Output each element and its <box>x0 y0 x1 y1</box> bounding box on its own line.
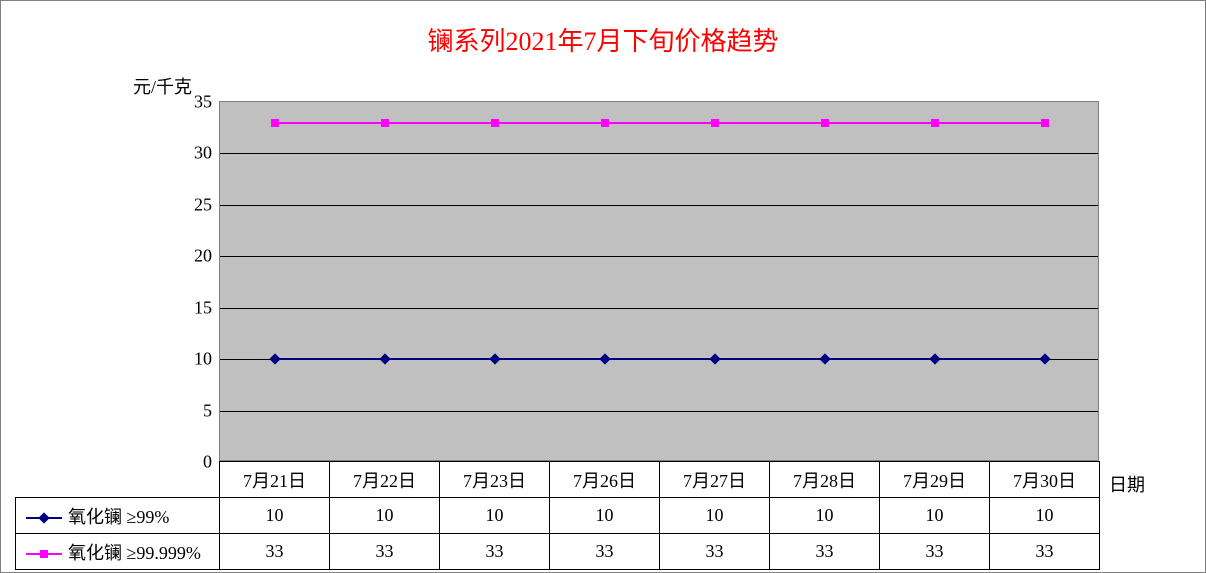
data-cell: 33 <box>770 534 880 570</box>
series-marker <box>929 353 940 364</box>
data-cell: 10 <box>440 498 550 534</box>
series-marker <box>819 353 830 364</box>
series-marker <box>1039 353 1050 364</box>
data-cell: 10 <box>990 498 1100 534</box>
y-axis-label: 元/千克 <box>133 73 192 99</box>
data-cell: 10 <box>880 498 990 534</box>
data-cell: 33 <box>880 534 990 570</box>
series-marker <box>381 119 389 127</box>
category-header: 7月23日 <box>440 462 550 498</box>
series-line <box>220 122 1098 124</box>
series-marker <box>1041 119 1049 127</box>
series-marker <box>601 119 609 127</box>
series-marker <box>821 119 829 127</box>
legend-cell: 氧化镧 ≥99.999% <box>16 534 220 570</box>
series-marker <box>271 119 279 127</box>
data-cell: 10 <box>330 498 440 534</box>
grid-line <box>220 153 1098 154</box>
y-tick-label: 25 <box>194 194 212 215</box>
series-marker <box>269 353 280 364</box>
grid-line <box>220 256 1098 257</box>
plot-area: 05101520253035 <box>219 101 1099 461</box>
category-header: 7月27日 <box>660 462 770 498</box>
y-tick-label: 5 <box>203 400 212 421</box>
series-marker <box>931 119 939 127</box>
table-blank-cell <box>16 462 220 498</box>
data-cell: 10 <box>660 498 770 534</box>
data-cell: 33 <box>990 534 1100 570</box>
legend-cell: 氧化镧 ≥99% <box>16 498 220 534</box>
category-header: 7月28日 <box>770 462 880 498</box>
data-cell: 10 <box>550 498 660 534</box>
grid-line <box>220 308 1098 309</box>
legend-label: 氧化镧 ≥99.999% <box>68 543 201 563</box>
category-header: 7月29日 <box>880 462 990 498</box>
table-row: 氧化镧 ≥99%1010101010101010 <box>16 498 1100 534</box>
series-marker <box>491 119 499 127</box>
y-tick-label: 10 <box>194 349 212 370</box>
grid-line <box>220 411 1098 412</box>
data-cell: 10 <box>220 498 330 534</box>
data-cell: 33 <box>440 534 550 570</box>
data-cell: 33 <box>550 534 660 570</box>
series-marker <box>379 353 390 364</box>
y-tick-label: 35 <box>194 92 212 113</box>
chart-title: 镧系列2021年7月下旬价格趋势 <box>427 21 778 58</box>
data-cell: 33 <box>330 534 440 570</box>
grid-line <box>220 205 1098 206</box>
y-tick-label: 20 <box>194 246 212 267</box>
category-header: 7月22日 <box>330 462 440 498</box>
y-tick-label: 30 <box>194 143 212 164</box>
series-marker <box>489 353 500 364</box>
data-cell: 10 <box>770 498 880 534</box>
grid-line <box>220 359 1098 360</box>
y-tick-label: 15 <box>194 297 212 318</box>
series-marker <box>599 353 610 364</box>
table-header-row: 7月21日7月22日7月23日7月26日7月27日7月28日7月29日7月30日 <box>16 462 1100 498</box>
category-header: 7月26日 <box>550 462 660 498</box>
legend-label: 氧化镧 ≥99% <box>68 507 169 527</box>
data-cell: 33 <box>660 534 770 570</box>
x-axis-label: 日期 <box>1109 471 1145 497</box>
series-marker <box>709 353 720 364</box>
category-header: 7月21日 <box>220 462 330 498</box>
data-table: 7月21日7月22日7月23日7月26日7月27日7月28日7月29日7月30日… <box>15 461 1100 570</box>
table-row: 氧化镧 ≥99.999%3333333333333333 <box>16 534 1100 570</box>
category-header: 7月30日 <box>990 462 1100 498</box>
chart-container: 镧系列2021年7月下旬价格趋势 元/千克 日期 05101520253035 … <box>0 0 1206 573</box>
series-marker <box>711 119 719 127</box>
data-cell: 33 <box>220 534 330 570</box>
